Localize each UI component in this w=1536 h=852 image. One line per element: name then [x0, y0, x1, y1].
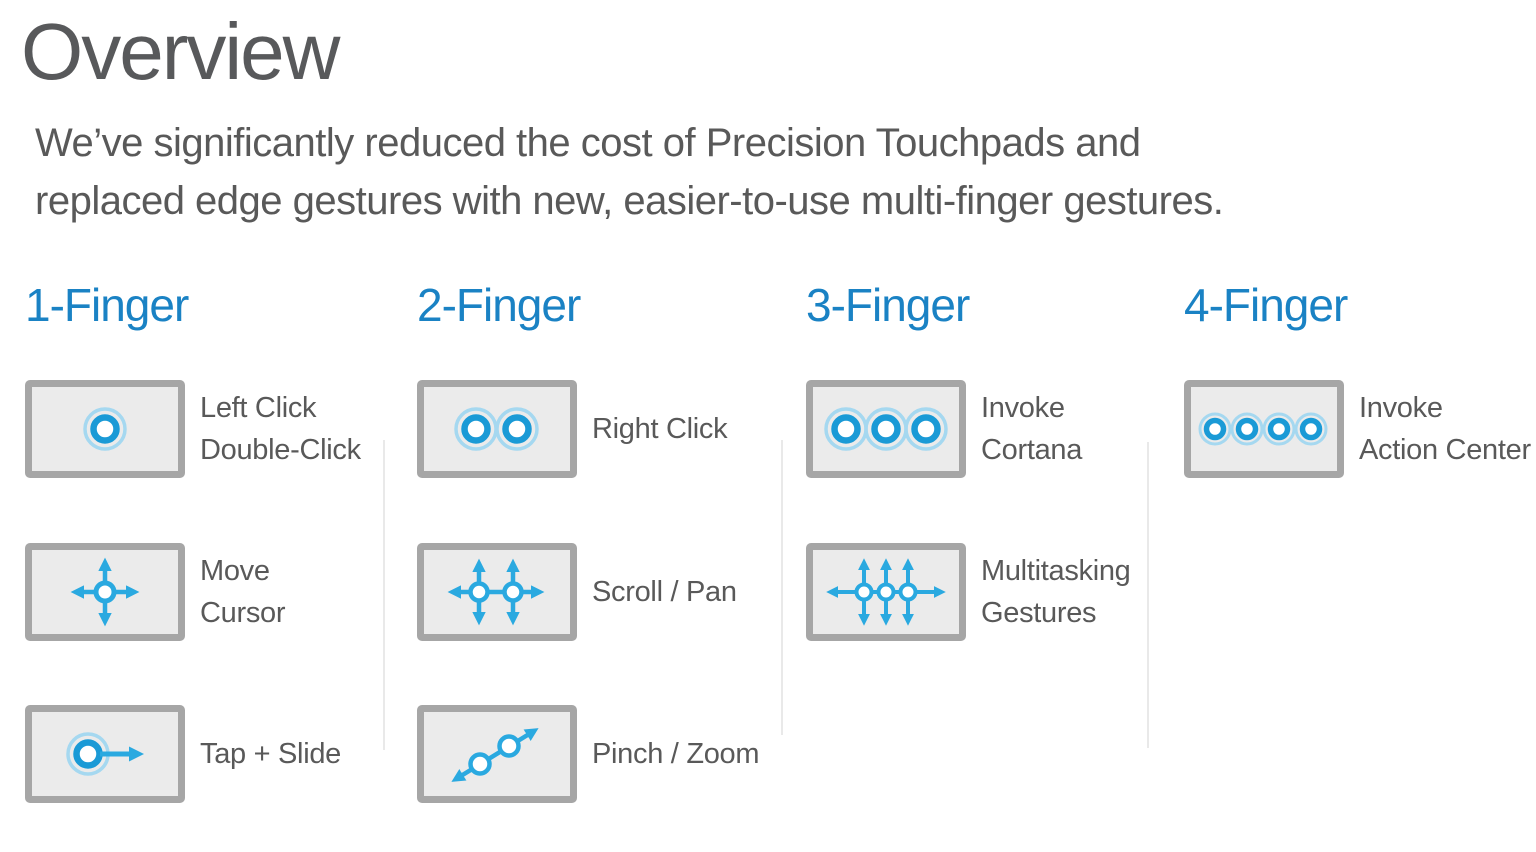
touchpad-box	[417, 380, 577, 478]
gesture-card-pinch-zoom: Pinch / Zoom	[417, 705, 760, 803]
gesture-label: Invoke Cortana	[981, 392, 1083, 466]
gesture-card-tap-slide: Tap + Slide	[25, 705, 341, 803]
column-header-1-finger: 1-Finger	[25, 279, 189, 331]
subtitle-line-2: replaced edge gestures with new, easier-…	[35, 179, 1224, 223]
gesture-card-multitasking: Multitasking Gestures	[806, 543, 1131, 641]
four-finger-tap-icon	[1191, 387, 1337, 471]
column-header-2-finger: 2-Finger	[417, 279, 581, 331]
gesture-label: Multitasking Gestures	[981, 555, 1131, 629]
column-divider	[383, 440, 385, 750]
touchpad-box	[806, 380, 966, 478]
gesture-label: Tap + Slide	[200, 738, 341, 770]
tap-slide-icon	[32, 712, 144, 796]
gesture-card-right-click: Right Click	[417, 380, 728, 478]
three-finger-tap-icon	[813, 387, 959, 471]
gesture-label: Pinch / Zoom	[592, 738, 760, 770]
column-header-3-finger: 3-Finger	[806, 279, 970, 331]
gesture-card-move-cursor: Move Cursor	[25, 543, 286, 641]
touchpad-box	[417, 543, 577, 641]
gesture-card-invoke-cortana: Invoke Cortana	[806, 380, 1082, 478]
column-header-4-finger: 4-Finger	[1184, 279, 1348, 331]
gesture-card-left-click: Left Click Double-Click	[25, 380, 361, 478]
gesture-card-scroll-pan: Scroll / Pan	[417, 543, 737, 641]
touchpad-box	[417, 705, 577, 803]
pinch-zoom-icon	[451, 728, 539, 782]
one-finger-tap-icon	[32, 387, 178, 471]
subtitle-line-1: We’ve significantly reduced the cost of …	[35, 121, 1141, 165]
gesture-label: Scroll / Pan	[592, 576, 737, 608]
column-divider	[781, 440, 783, 735]
subtitle: We’ve significantly reduced the cost of …	[35, 114, 1224, 230]
gesture-card-invoke-action-center: Invoke Action Center	[1184, 380, 1531, 478]
multitasking-gestures-icon	[826, 558, 946, 626]
two-finger-tap-icon	[424, 387, 570, 471]
touchpad-box	[25, 543, 185, 641]
gesture-label: Invoke Action Center	[1359, 392, 1531, 466]
touchpad-box	[25, 705, 185, 803]
scroll-pan-icon	[447, 558, 545, 626]
gesture-label: Left Click Double-Click	[200, 392, 361, 466]
gesture-label: Right Click	[592, 413, 728, 445]
touchpad-box	[1184, 380, 1344, 478]
page-title: Overview	[21, 7, 340, 96]
touchpad-box	[806, 543, 966, 641]
column-divider	[1147, 442, 1149, 748]
move-cursor-icon	[70, 557, 140, 627]
gesture-label: Move Cursor	[200, 555, 286, 629]
touchpad-box	[25, 380, 185, 478]
